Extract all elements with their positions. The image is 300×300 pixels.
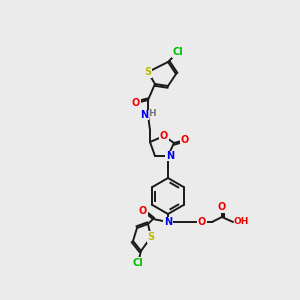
Text: O: O	[218, 202, 226, 212]
Text: Cl: Cl	[172, 47, 183, 57]
Text: O: O	[198, 217, 206, 227]
Text: N: N	[140, 110, 148, 120]
Text: O: O	[132, 98, 140, 108]
Text: N: N	[166, 151, 174, 161]
Text: O: O	[181, 135, 189, 145]
Text: O: O	[139, 206, 147, 216]
Text: Cl: Cl	[133, 258, 143, 268]
Text: S: S	[144, 67, 152, 77]
Text: OH: OH	[234, 218, 249, 226]
Text: N: N	[164, 217, 172, 227]
Text: S: S	[147, 232, 155, 242]
Text: H: H	[148, 109, 156, 118]
Text: O: O	[160, 131, 168, 141]
